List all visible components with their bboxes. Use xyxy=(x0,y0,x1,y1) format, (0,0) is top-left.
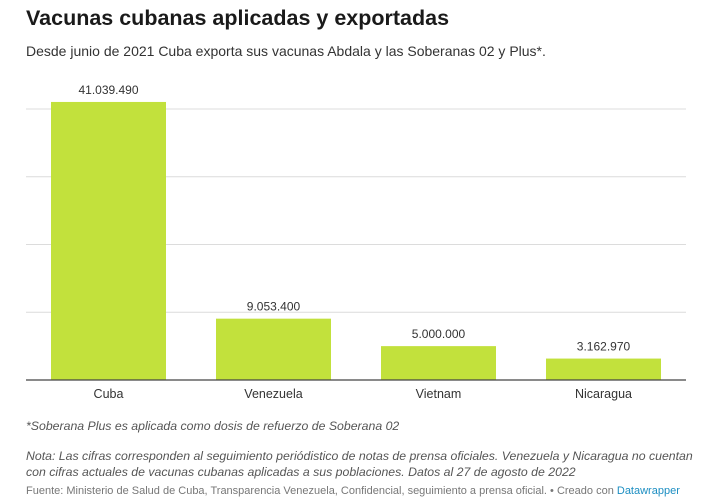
bar-chart: 41.039.490 Cuba 9.053.400 Venezuela 5.000.00… xyxy=(26,83,686,401)
x-tick-label: Nicaragua xyxy=(575,387,632,401)
bar xyxy=(381,346,496,380)
bar xyxy=(51,101,166,380)
data-label: 41.039.490 xyxy=(78,83,138,97)
methodology-note: Nota: Las cifras corresponden al seguimi… xyxy=(26,449,693,479)
data-label: 9.053.400 xyxy=(247,300,301,314)
source-line: Fuente: Ministerio de Salud de Cuba, Tra… xyxy=(26,485,716,497)
data-label: 3.162.970 xyxy=(577,340,631,354)
bar xyxy=(546,358,661,380)
source-text: Fuente: Ministerio de Salud de Cuba, Tra… xyxy=(26,485,617,497)
x-tick-label: Cuba xyxy=(94,387,124,401)
datawrapper-link[interactable]: Datawrapper xyxy=(616,485,680,497)
bar xyxy=(216,318,331,380)
footnote: *Soberana Plus es aplicada como dosis de… xyxy=(26,419,400,433)
chart-title: Vacunas cubanas aplicadas y exportadas xyxy=(26,6,450,30)
data-label: 5.000.000 xyxy=(412,327,466,341)
x-tick-label: Vietnam xyxy=(416,387,462,401)
chart-subtitle: Desde junio de 2021 Cuba exporta sus vac… xyxy=(26,43,546,59)
x-tick-label: Venezuela xyxy=(244,387,302,401)
